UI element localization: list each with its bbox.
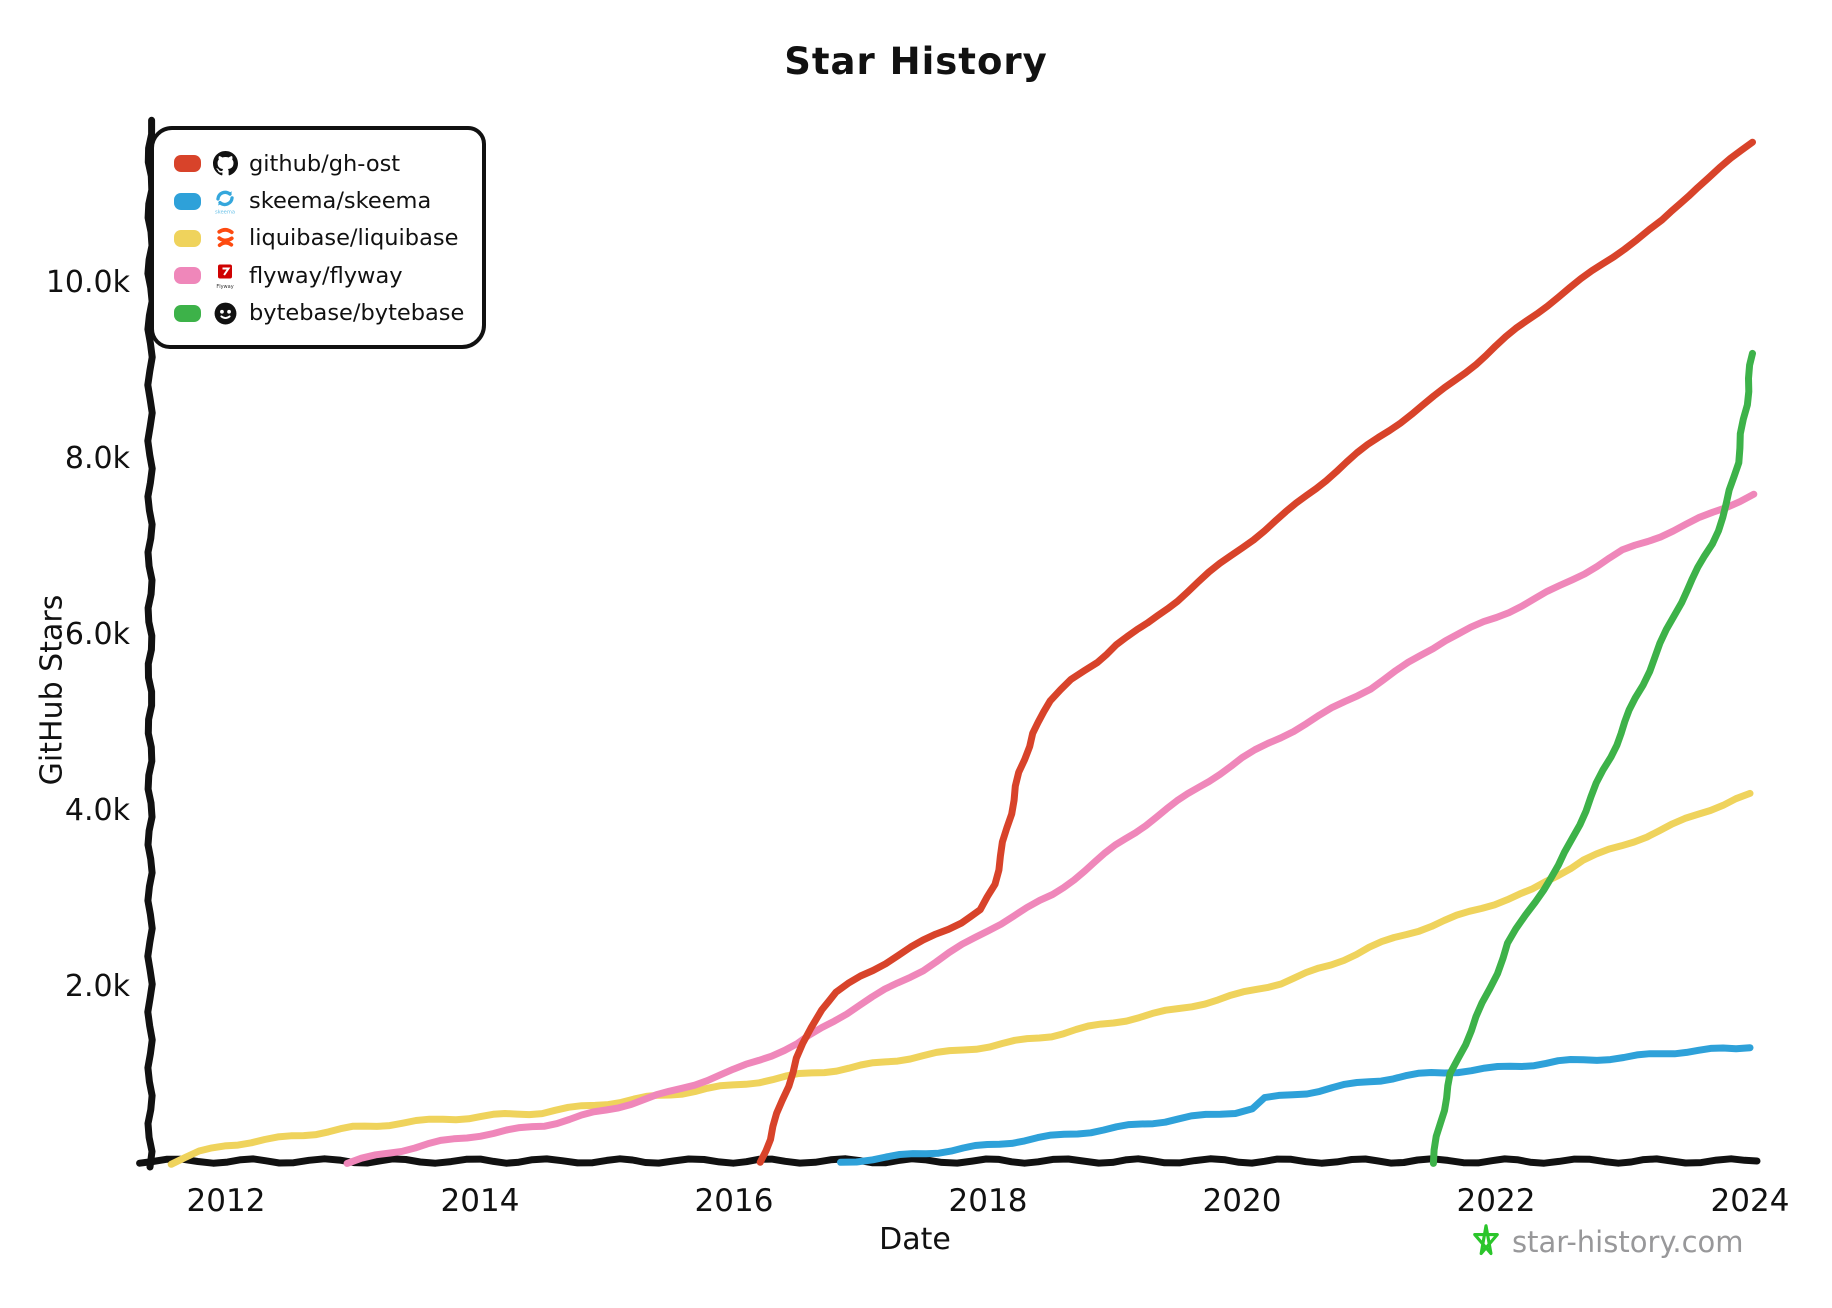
legend-item-skeema: skeema skeema/skeema [174,182,468,219]
x-tick-2022: 2022 [1456,1183,1536,1219]
legend-swatch [174,155,201,173]
series-line-github [756,138,1756,1166]
legend-swatch [174,304,201,322]
series-line-flyway [343,490,1758,1167]
x-tick-2018: 2018 [948,1183,1028,1219]
x-tick-2012: 2012 [186,1183,266,1219]
watermark: star-history.com [1468,1222,1744,1262]
liquibase-icon [212,225,238,251]
legend-swatch [174,229,201,247]
legend-label: bytebase/bytebase [249,300,465,327]
github-icon [212,151,238,177]
series-line-bytebase [1429,349,1756,1167]
y-tick-8k: 8.0k [64,441,130,476]
legend-label: github/gh-ost [249,150,401,177]
legend-item-liquibase: liquibase/liquibase [174,220,468,257]
chart-title: Star History [784,40,1048,83]
x-axis-title: Date [879,1222,951,1257]
svg-text:Flyway: Flyway [216,284,233,290]
legend-item-flyway: Flyway flyway/flyway [174,257,468,294]
legend-label: skeema/skeema [249,188,432,215]
series-line-liquibase [167,789,1754,1168]
y-tick-10k: 10.0k [45,265,130,300]
flyway-icon: Flyway [212,263,238,290]
x-tick-2014: 2014 [440,1183,520,1219]
x-axis-line [136,1155,1761,1167]
y-tick-6k: 6.0k [64,617,130,652]
y-tick-4k: 4.0k [64,793,130,828]
bytebase-icon [212,300,238,326]
star-icon [1468,1222,1504,1262]
x-tick-2016: 2016 [694,1183,774,1219]
legend: github/gh-ost skeema skeema/skeema [150,126,486,349]
legend-swatch [174,192,201,210]
skeema-icon: skeema [212,188,238,216]
x-tick-2020: 2020 [1202,1183,1282,1219]
svg-text:skeema: skeema [215,210,235,216]
legend-swatch [174,267,201,285]
watermark-text: star-history.com [1512,1225,1744,1259]
legend-label: flyway/flyway [249,262,403,289]
legend-label: liquibase/liquibase [249,225,459,252]
legend-item-bytebase: bytebase/bytebase [174,295,468,332]
legend-item-gh-ost: github/gh-ost [174,145,468,182]
series-line-skeema [837,1044,1754,1166]
x-tick-2024: 2024 [1710,1183,1790,1219]
y-tick-2k: 2.0k [64,969,130,1004]
